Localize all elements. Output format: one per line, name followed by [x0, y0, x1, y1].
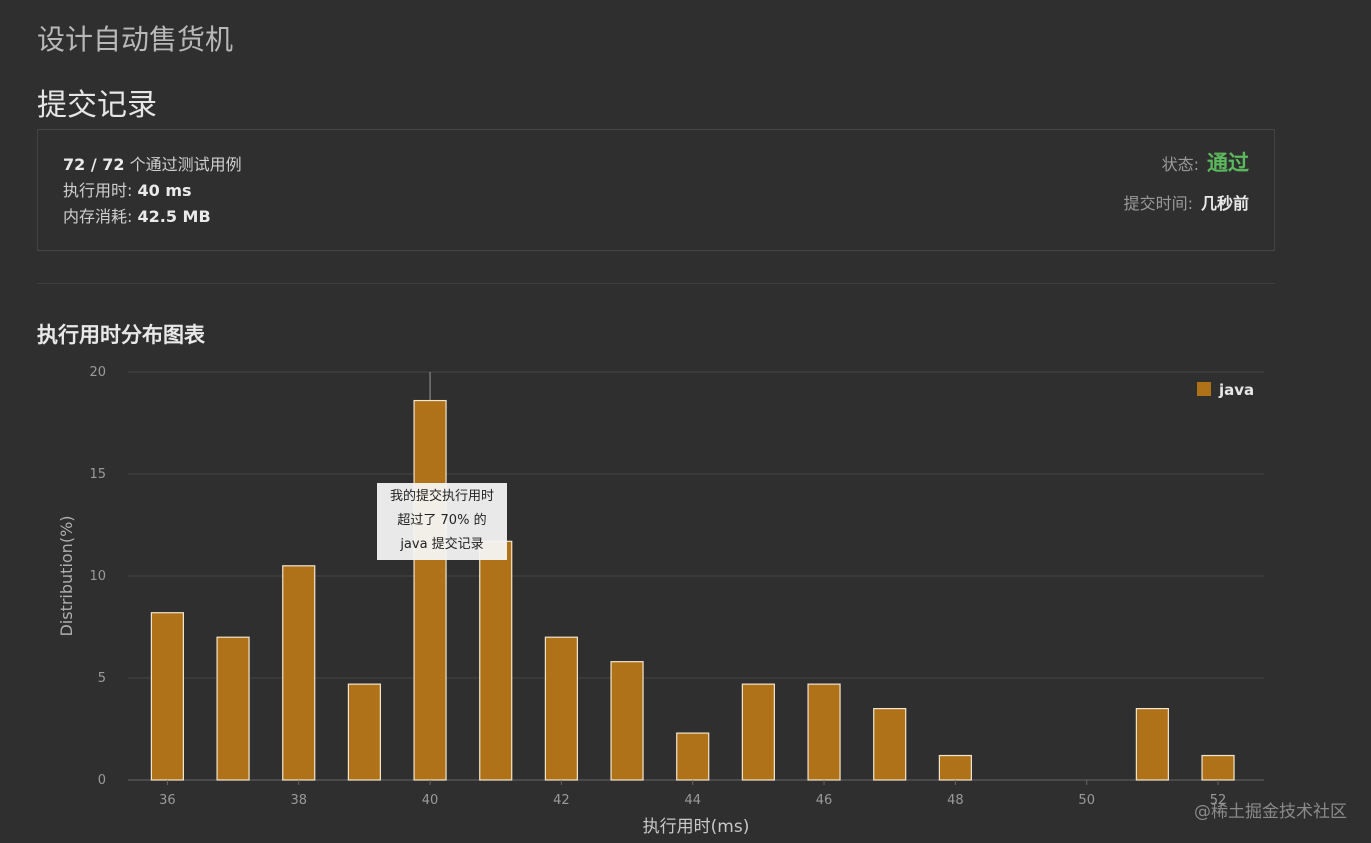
testcase-summary: 72 / 72 个通过测试用例	[63, 152, 242, 178]
submit-time-label: 提交时间:	[1123, 194, 1193, 213]
runtime-distribution-chart[interactable]: 0 5 10 15 20 36 38 40 42 44 46 48 50 52 执行用时(ms) Distri…	[0, 350, 1371, 843]
bar-37[interactable]	[216, 636, 250, 781]
x-tick-label: 42	[553, 793, 570, 808]
x-tick-label: 50	[1078, 793, 1095, 808]
x-axis-title: 执行用时(ms)	[643, 817, 750, 837]
bar-38[interactable]	[282, 565, 316, 781]
tooltip-line-2: 超过了 70% 的	[397, 513, 487, 528]
memory-label: 内存消耗:	[63, 207, 138, 226]
status-badge: 通过	[1207, 151, 1249, 175]
bar-46[interactable]	[807, 683, 841, 781]
y-tick-label: 5	[98, 671, 106, 686]
section-divider	[37, 283, 1275, 284]
submit-time-value: 几秒前	[1200, 194, 1249, 213]
chart-title: 执行用时分布图表	[37, 323, 205, 347]
result-details: 72 / 72 个通过测试用例 执行用时: 40 ms 内存消耗: 42.5 M…	[63, 152, 242, 230]
problem-title: 设计自动售货机	[37, 23, 234, 56]
x-tick-label: 40	[422, 793, 439, 808]
runtime-label: 执行用时:	[63, 181, 138, 200]
watermark: @稀土掘金技术社区	[1194, 802, 1347, 822]
y-tick-label: 0	[98, 773, 106, 788]
bar-43[interactable]	[610, 661, 644, 781]
x-tick-label: 36	[159, 793, 176, 808]
bar-41[interactable]	[479, 540, 513, 781]
bar-51[interactable]	[1135, 708, 1169, 781]
memory-value: 42.5 MB	[137, 207, 211, 226]
bar-44[interactable]	[676, 732, 710, 781]
submission-result-panel: 72 / 72 个通过测试用例 执行用时: 40 ms 内存消耗: 42.5 M…	[37, 129, 1275, 251]
runtime-value: 40 ms	[137, 181, 192, 200]
x-tick-label: 52	[1210, 793, 1227, 808]
tooltip-line-3: java 提交记录	[400, 537, 484, 552]
passed-suffix: 个通过测试用例	[124, 155, 242, 174]
chart-tooltip: 我的提交执行用时 超过了 70% 的 java 提交记录	[377, 483, 507, 560]
section-title: 提交记录	[37, 88, 157, 123]
bar-36[interactable]	[150, 612, 184, 781]
status-label: 状态:	[1161, 155, 1199, 174]
result-status: 状态: 通过 提交时间: 几秒前	[1124, 148, 1249, 214]
tooltip-line-1: 我的提交执行用时	[389, 489, 494, 504]
x-tick-label: 44	[684, 793, 701, 808]
status-row: 状态: 通过	[1124, 148, 1249, 178]
bar-42[interactable]	[544, 636, 578, 781]
bar-45[interactable]	[741, 683, 775, 781]
bar-40[interactable]	[413, 399, 447, 781]
bar-52[interactable]	[1201, 754, 1235, 781]
passed-count: 72 / 72	[63, 155, 125, 174]
legend-label[interactable]: java	[1218, 381, 1254, 399]
y-axis-title: Distribution(%)	[57, 515, 76, 636]
legend-swatch[interactable]	[1197, 382, 1211, 396]
bar-48[interactable]	[938, 754, 972, 781]
y-tick-label: 15	[89, 467, 106, 482]
y-tick-label: 10	[89, 569, 106, 584]
bar-39[interactable]	[347, 683, 381, 781]
x-tick-label: 46	[816, 793, 833, 808]
runtime-row: 执行用时: 40 ms	[63, 178, 242, 204]
bar-47[interactable]	[873, 708, 907, 781]
submit-time-row: 提交时间: 几秒前	[1124, 190, 1249, 214]
x-tick-label: 48	[947, 793, 964, 808]
y-tick-label: 20	[89, 365, 106, 380]
x-tick-label: 38	[290, 793, 307, 808]
memory-row: 内存消耗: 42.5 MB	[63, 204, 242, 230]
